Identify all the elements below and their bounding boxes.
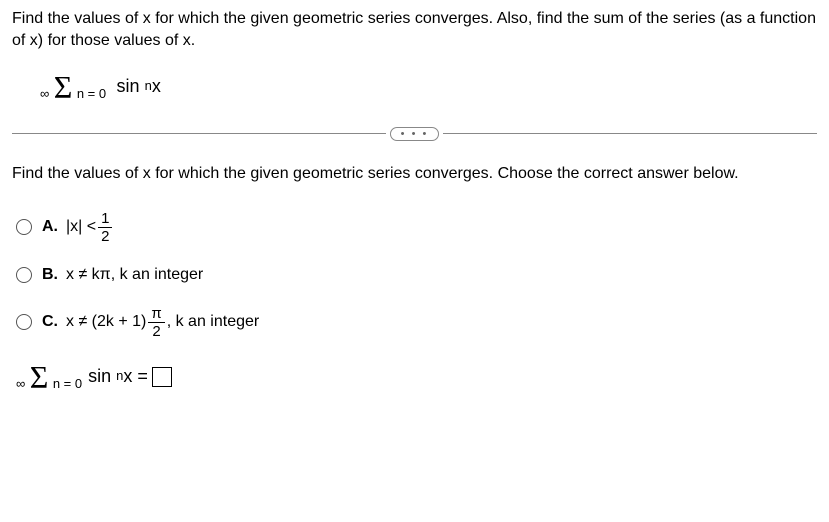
sigma-term-answer: sin nx =: [88, 366, 148, 387]
option-c-content: x ≠ (2k + 1) π 2 , k an integer: [66, 306, 259, 339]
divider-dots[interactable]: • • •: [390, 127, 440, 141]
sigma-upper-limit: ∞: [40, 86, 49, 101]
option-a-label: A.: [42, 218, 58, 236]
content-divider: • • •: [12, 127, 817, 141]
radio-icon: [16, 314, 32, 330]
sigma-lower-limit: n = 0: [53, 376, 82, 391]
question-intro: Find the values of x for which the given…: [12, 8, 817, 53]
option-b[interactable]: B. x ≠ kπ, k an integer: [16, 266, 817, 284]
series-formula: ∞ Σ n = 0 sin nx: [40, 71, 817, 103]
option-c[interactable]: C. x ≠ (2k + 1) π 2 , k an integer: [16, 306, 817, 339]
sigma-symbol: Σ: [54, 69, 73, 105]
option-b-content: x ≠ kπ, k an integer: [66, 266, 203, 284]
option-a-content: |x| < 1 2: [66, 211, 114, 244]
answer-input-box[interactable]: [152, 367, 172, 387]
radio-icon: [16, 267, 32, 283]
option-c-label: C.: [42, 313, 58, 331]
sub-question-text: Find the values of x for which the given…: [12, 165, 817, 183]
sigma-term: sin nx: [117, 76, 161, 97]
option-b-label: B.: [42, 266, 58, 284]
sigma-upper-limit: ∞: [16, 376, 25, 391]
sigma-symbol: Σ: [30, 359, 49, 395]
radio-icon: [16, 219, 32, 235]
option-a[interactable]: A. |x| < 1 2: [16, 211, 817, 244]
sum-answer-row: ∞ Σ n = 0 sin nx =: [16, 361, 817, 393]
sigma-lower-limit: n = 0: [77, 86, 106, 101]
